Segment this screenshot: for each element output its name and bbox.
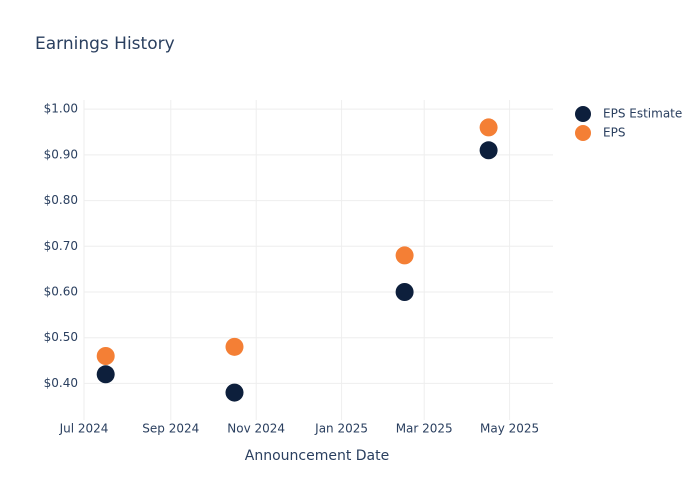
data-point <box>395 246 414 265</box>
data-point <box>96 347 115 365</box>
legend-label: EPS <box>603 126 625 140</box>
y-tick-label: $0.80 <box>44 193 78 207</box>
y-tick-label: $0.50 <box>44 330 78 344</box>
data-point <box>479 141 498 160</box>
x-tick-label: May 2025 <box>480 422 539 436</box>
x-axis-label: Announcement Date <box>245 448 389 464</box>
x-tick-label: Sep 2024 <box>142 422 199 436</box>
y-tick-label: $1.00 <box>44 102 78 116</box>
x-tick-label: Jul 2024 <box>59 422 109 436</box>
legend-marker <box>575 106 591 122</box>
x-tick-label: Mar 2025 <box>396 422 453 436</box>
x-tick-label: Jan 2025 <box>314 422 368 436</box>
data-point <box>225 383 244 402</box>
y-tick-label: $0.40 <box>44 376 78 390</box>
data-point <box>225 337 244 356</box>
data-point <box>96 365 115 384</box>
y-tick-label: $0.90 <box>44 147 78 161</box>
y-tick-label: $0.60 <box>44 285 78 299</box>
legend-label: EPS Estimate <box>603 107 682 121</box>
y-tick-label: $0.70 <box>44 239 78 253</box>
x-tick-label: Nov 2024 <box>227 422 285 436</box>
legend-marker <box>575 125 591 141</box>
chart-title: Earnings History <box>35 34 175 54</box>
data-point <box>395 283 414 301</box>
data-point <box>479 118 498 137</box>
